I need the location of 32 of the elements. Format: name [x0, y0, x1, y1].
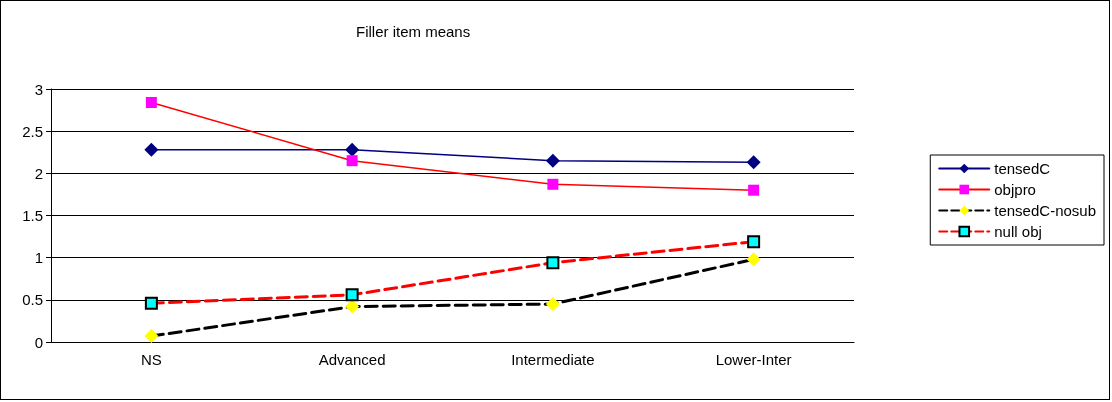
point [345, 299, 360, 314]
point [345, 142, 360, 157]
point [145, 96, 157, 108]
point [746, 155, 761, 170]
point [346, 155, 358, 167]
point [746, 252, 761, 267]
point [144, 142, 159, 157]
point [747, 235, 761, 249]
x-tick-label: Intermediate [511, 351, 595, 368]
y-tick-label: 0 [34, 333, 43, 351]
legend-label: objpro [994, 181, 1036, 198]
legend-label: null obj [994, 223, 1042, 240]
chart-title: Filler item means [356, 23, 471, 40]
point [545, 153, 560, 168]
y-tick-label: 2 [34, 164, 43, 182]
y-tick-label: 0.5 [22, 291, 43, 309]
point [144, 329, 159, 344]
point [144, 296, 158, 310]
point [345, 288, 359, 302]
y-tick-label: 3 [34, 80, 43, 98]
point [748, 184, 760, 196]
y-tick-label: 2.5 [22, 122, 43, 140]
legend-label: tensedC [994, 160, 1051, 177]
point [545, 297, 560, 312]
x-tick-label: Advanced [318, 351, 386, 368]
x-tick-label: NS [140, 351, 162, 368]
y-tick-label: 1.5 [22, 207, 43, 224]
point [546, 256, 560, 270]
legend-label: tensedC-nosub [994, 202, 1096, 219]
point [547, 178, 559, 190]
y-tick-label: 1 [34, 249, 43, 267]
x-tick-label: Lower-Inter [715, 351, 792, 368]
